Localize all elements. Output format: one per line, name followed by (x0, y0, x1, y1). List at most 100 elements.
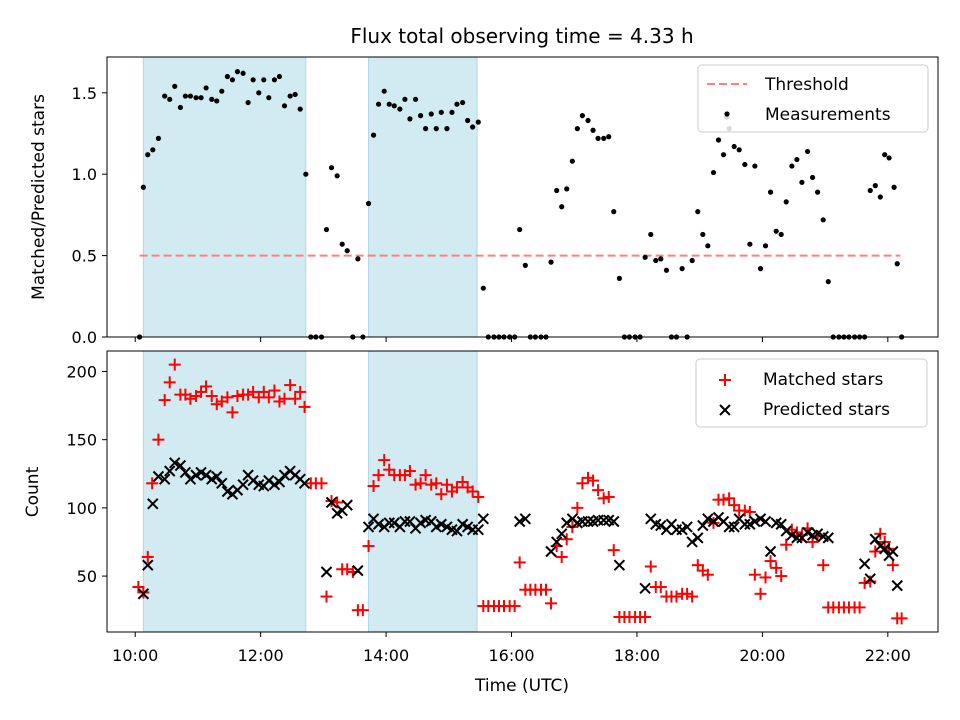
measurement-point (809, 174, 816, 181)
measurement-point (417, 113, 424, 119)
matched-star-point (874, 527, 887, 540)
predicted-star-point (811, 528, 824, 540)
measurement-point (281, 103, 288, 109)
measurement-point (475, 119, 481, 125)
matched-star-point (886, 559, 899, 572)
x-tick-label: 16:00 (488, 646, 534, 665)
matched-star-point (221, 391, 234, 404)
matched-star-point (231, 390, 244, 403)
legend-measurements-label: Measurements (765, 105, 891, 125)
predicted-star-point (864, 573, 876, 585)
predicted-star-point (513, 515, 526, 528)
matched-star-point (450, 481, 463, 494)
predicted-star-point (697, 519, 709, 532)
measurement-point (564, 186, 570, 192)
predicted-star-point (298, 477, 311, 490)
matched-star-point (576, 477, 589, 490)
measurement-point (172, 83, 178, 89)
measurement-point (470, 124, 476, 130)
matched-star-point (184, 392, 197, 405)
measurement-point (303, 171, 309, 177)
measurement-point (773, 228, 779, 234)
legend-measurements-swatch (724, 111, 730, 117)
predicted-star-point (791, 532, 803, 544)
measurement-point (344, 248, 350, 254)
measurement-point (891, 184, 897, 190)
matched-star-point (654, 580, 667, 593)
predicted-star-point (388, 517, 400, 529)
predicted-star-point (878, 543, 891, 555)
measurement-point (334, 173, 340, 179)
measurement-point (653, 257, 659, 264)
measurement-point (778, 231, 784, 238)
measurement-point (240, 70, 246, 76)
ratio-y-tick-label: 0.0 (72, 328, 97, 347)
predicted-star-point (598, 514, 610, 526)
matched-star-point (717, 493, 730, 506)
matched-star-point (226, 406, 239, 419)
legend-predicted-label: Predicted stars (763, 400, 890, 420)
matched-star-point (790, 526, 803, 539)
predicted-star-point (137, 588, 150, 600)
matched-star-point (315, 477, 328, 490)
predicted-star-point (477, 513, 490, 525)
measurement-point (193, 95, 199, 101)
predicted-star-point (169, 457, 181, 469)
matched-star-point (378, 454, 391, 467)
ratio-panel-frame (106, 56, 939, 338)
matched-star-point (513, 556, 526, 569)
measurement-point (480, 285, 486, 291)
predicted-star-point (152, 470, 165, 483)
measurement-point (375, 101, 382, 107)
matched-star-point (141, 550, 154, 563)
measurement-point (438, 109, 444, 115)
matched-star-point (686, 590, 699, 603)
matched-star-point (780, 538, 793, 551)
matched-star-point (728, 499, 741, 512)
measurement-point (736, 147, 742, 153)
matched-star-point (582, 471, 595, 484)
matched-star-point (367, 480, 380, 493)
predicted-star-point (869, 533, 881, 545)
x-tick-label: 20:00 (739, 646, 785, 665)
matched-star-point (466, 485, 479, 498)
measurement-point (705, 243, 711, 249)
matched-star-point (853, 601, 866, 614)
predicted-star-point (164, 465, 176, 477)
measurement-point (402, 96, 408, 102)
matched-star-point (597, 492, 610, 505)
matched-star-point (681, 587, 694, 600)
count-y-tick-label: 200 (66, 362, 97, 381)
matched-star-point (738, 504, 751, 517)
predicted-star-point (147, 498, 159, 510)
predicted-star-point (655, 519, 667, 532)
measurement-point (789, 163, 795, 169)
matched-star-point (670, 590, 683, 603)
predicted-star-point (858, 558, 871, 570)
measurement-point (203, 85, 209, 91)
measurement-point (554, 187, 560, 194)
measurement-point (412, 96, 419, 102)
predicted-star-point (887, 545, 899, 558)
measurement-point (245, 99, 251, 106)
measurement-point (590, 127, 596, 133)
matched-star-point (278, 392, 291, 405)
measurement-point (642, 254, 648, 260)
matched-star-point (200, 380, 213, 393)
measurement-point (794, 156, 800, 163)
x-tick-label: 22:00 (865, 646, 911, 665)
measurement-point (323, 226, 330, 233)
predicted-star-point (341, 499, 353, 511)
measurement-point (601, 135, 607, 141)
legend-predicted-swatch (719, 404, 731, 416)
measurement-point (820, 217, 826, 223)
matched-star-point (571, 501, 584, 514)
measurement-point (386, 101, 392, 107)
matched-star-point (403, 465, 416, 478)
measurement-point (167, 96, 173, 102)
matched-star-point (858, 576, 871, 589)
matched-star-point (869, 545, 882, 558)
measurement-point (209, 96, 215, 102)
measurement-point (663, 267, 670, 273)
